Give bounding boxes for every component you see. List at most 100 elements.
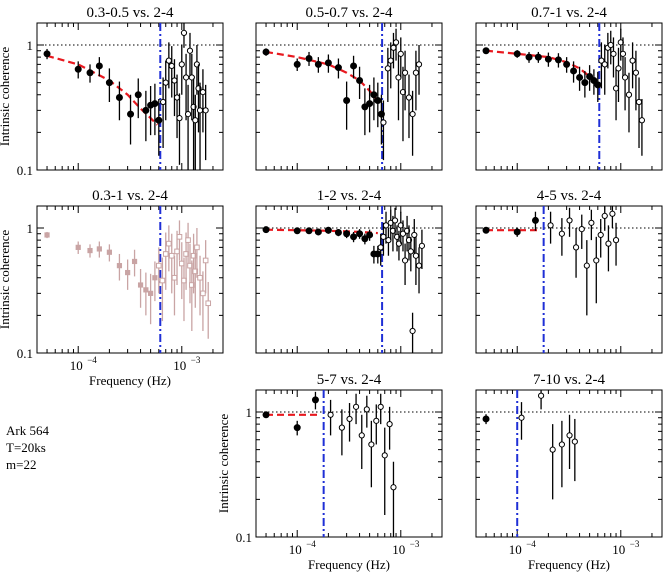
data-point-open: [199, 88, 207, 96]
data-point-open: [601, 212, 608, 219]
data-point: [544, 55, 552, 63]
data-point-open: [605, 240, 612, 247]
data-point: [95, 62, 103, 70]
data-point-open: [182, 74, 190, 81]
data-point: [127, 110, 135, 118]
data-point: [324, 226, 332, 234]
source-annotation: Ark 564: [6, 423, 49, 438]
data-point-open: [598, 57, 605, 64]
data-point-open: [178, 61, 185, 68]
data-point-open: [165, 57, 172, 64]
data-point: [115, 94, 123, 102]
data-point: [343, 96, 351, 104]
data-point: [305, 227, 313, 235]
data-point-open: [547, 222, 554, 229]
data-point: [482, 226, 490, 234]
data-point: [334, 229, 342, 237]
data-point-open: [615, 65, 622, 72]
data-point-open: [202, 257, 209, 264]
x-tick-label: 10: [173, 358, 186, 373]
data-point-open: [202, 107, 209, 114]
data-point-open: [593, 257, 600, 264]
data-point-open: [597, 231, 604, 239]
data-point-open: [358, 432, 365, 439]
panel-7: 5-7 vs. 2-4 0.1 1 10 −4 10 −3 Intrinsic coheren…: [216, 372, 443, 572]
data-point-open: [176, 234, 183, 240]
panel-2: 0.5-0.7 vs. 2-4: [255, 5, 443, 171]
data-point-open: [401, 69, 409, 76]
data-point-open: [621, 74, 629, 81]
x-tick-exponent: −4: [87, 355, 97, 365]
data-point-open: [327, 411, 334, 418]
data-point: [513, 228, 521, 236]
data-point-open: [387, 57, 394, 64]
data-point-open: [566, 432, 573, 439]
data-point-open: [186, 47, 194, 54]
data-point-open: [156, 262, 162, 269]
data-point-open: [537, 392, 545, 399]
data-point: [534, 53, 542, 61]
data-point-open: [368, 441, 375, 448]
data-point: [134, 91, 142, 99]
data-point-open: [558, 230, 565, 237]
y-axis-label: Intrinsic coherence: [216, 414, 231, 513]
data-point: [87, 247, 93, 254]
data-point-open: [168, 62, 175, 70]
data-point-open: [392, 39, 400, 46]
panel-frame: [475, 205, 663, 354]
data-point: [131, 258, 138, 265]
panel-frame: [255, 22, 443, 171]
x-tick-label: 10: [509, 542, 522, 557]
data-point: [370, 91, 378, 99]
y-axis-label: Intrinsic coherence: [0, 230, 12, 329]
x-tick-exponent: −4: [306, 539, 316, 549]
x-tick-label: 10: [70, 358, 83, 373]
data-point-open: [399, 230, 407, 237]
data-point: [74, 65, 82, 73]
data-point-open: [566, 217, 573, 224]
data-point: [155, 116, 163, 124]
data-point-open: [632, 69, 640, 76]
data-point: [350, 62, 358, 70]
model-curve: [265, 50, 379, 102]
data-point-open: [380, 119, 387, 126]
data-point-open: [196, 107, 204, 114]
data-point: [356, 77, 364, 85]
data-point-open: [518, 414, 525, 421]
panel-4: 0.3-1 vs. 2-4 0.1 1 10 −4 10 −3 Intrinsic coher…: [0, 188, 224, 388]
panel-title: 0.7-1 vs. 2-4: [531, 5, 607, 21]
data-point-open: [384, 65, 391, 72]
y-tick-label: 1: [27, 221, 34, 236]
data-point: [531, 216, 539, 224]
data-point-open: [373, 417, 380, 424]
data-point-open: [638, 117, 646, 124]
x-tick-label: 10: [289, 542, 302, 557]
data-point-open: [386, 421, 393, 428]
panel-8: 7-10 vs. 2-4 10 −4 10 −3 Frequency (Hz): [475, 372, 663, 572]
data-point: [324, 59, 332, 67]
data-point: [356, 230, 364, 238]
x-tick-label: 10: [612, 542, 625, 557]
data-point-open: [176, 115, 183, 122]
panel-1: 0.3-0.5 vs. 2-4 0.1 1 Intrinsic coherence: [0, 5, 224, 178]
data-point: [305, 54, 313, 62]
data-point-open: [619, 50, 627, 57]
panel-5: 1-2 vs. 2-4: [255, 188, 443, 354]
data-point: [106, 249, 112, 255]
data-point-open: [571, 438, 578, 445]
data-point-open: [338, 424, 345, 431]
data-point: [366, 100, 374, 108]
data-point: [586, 72, 594, 80]
data-point-open: [572, 244, 580, 251]
data-point-open: [346, 415, 353, 423]
data-point-open: [180, 29, 188, 36]
data-point-open: [382, 222, 390, 229]
data-point: [513, 50, 521, 58]
data-point: [374, 250, 382, 258]
data-point-open: [578, 226, 585, 233]
data-point: [43, 50, 51, 58]
y-tick-label: 1: [27, 38, 34, 53]
data-point: [361, 103, 369, 111]
data-point-open: [192, 268, 199, 275]
data-point: [525, 53, 533, 61]
